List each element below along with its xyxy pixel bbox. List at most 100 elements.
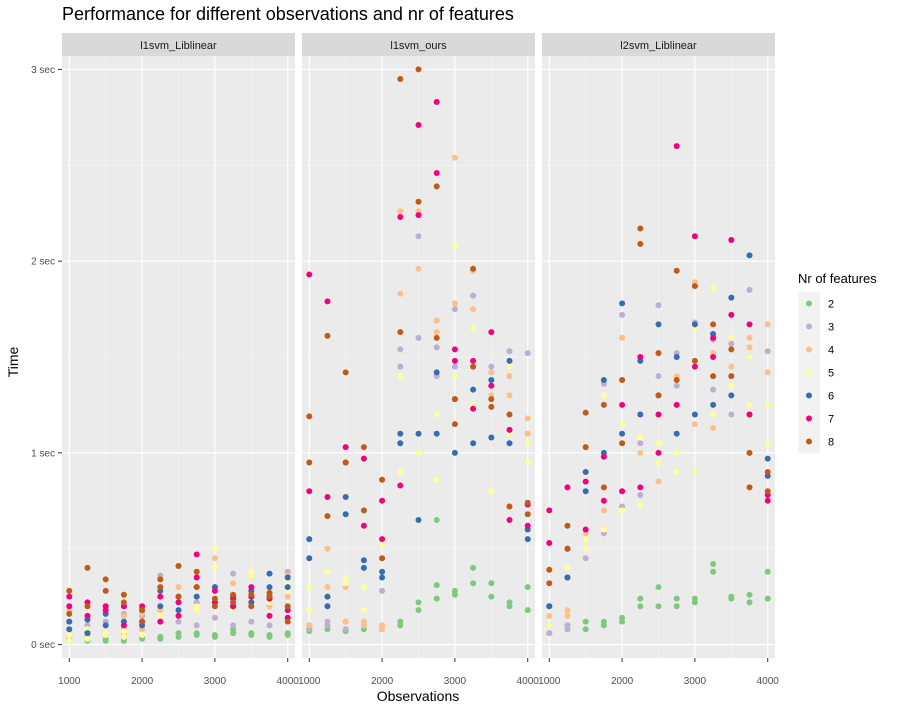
data-point-6-features	[433, 369, 440, 376]
data-point-3-features	[248, 618, 255, 625]
data-point-4-features	[546, 612, 553, 619]
data-point-7-features	[546, 507, 553, 514]
data-point-5-features	[211, 545, 218, 552]
data-point-4-features	[506, 392, 513, 399]
data-point-6-features	[415, 516, 422, 523]
data-point-6-features	[764, 455, 771, 462]
y-axis-title: Time	[5, 346, 21, 377]
data-point-4-features	[564, 607, 571, 614]
data-point-2-features	[673, 603, 680, 610]
data-point-3-features	[415, 233, 422, 240]
data-point-5-features	[360, 607, 367, 614]
data-point-3-features	[506, 348, 513, 355]
data-point-6-features	[193, 593, 200, 600]
data-point-5-features	[360, 584, 367, 591]
data-point-5-features	[619, 421, 626, 428]
data-point-8-features	[102, 576, 109, 583]
legend-label: 4	[828, 345, 834, 357]
data-point-5-features	[506, 363, 513, 370]
data-point-5-features	[342, 580, 349, 587]
data-point-4-features	[433, 317, 440, 324]
data-point-2-features	[746, 599, 753, 606]
data-point-8-features	[266, 589, 273, 596]
data-point-8-features	[546, 580, 553, 587]
data-point-4-features	[637, 449, 644, 456]
data-point-5-features	[248, 574, 255, 581]
data-point-5-features	[524, 459, 531, 466]
data-point-7-features	[710, 354, 717, 360]
data-point-6-features	[306, 536, 313, 543]
data-point-8-features	[360, 444, 367, 451]
data-point-5-features	[673, 469, 680, 476]
data-point-5-features	[488, 488, 495, 495]
data-point-8-features	[451, 396, 458, 403]
data-point-3-features	[764, 348, 771, 355]
data-point-3-features	[746, 286, 753, 293]
data-point-8-features	[324, 513, 331, 520]
data-point-6-features	[728, 392, 735, 399]
data-point-4-features	[451, 300, 458, 307]
data-point-3-features	[710, 386, 717, 393]
data-point-5-features	[546, 622, 553, 629]
data-point-3-features	[728, 411, 735, 418]
x-tick-label: 1000	[58, 676, 81, 687]
data-point-5-features	[582, 536, 589, 543]
data-point-8-features	[102, 587, 109, 594]
data-point-4-features	[619, 334, 626, 341]
data-point-7-features	[506, 426, 513, 433]
data-point-8-features	[306, 413, 313, 420]
data-point-5-features	[157, 612, 164, 619]
data-point-7-features	[582, 526, 589, 533]
data-point-7-features	[397, 482, 404, 489]
data-point-8-features	[728, 346, 735, 353]
data-point-2-features	[655, 603, 662, 610]
data-point-5-features	[746, 354, 753, 360]
data-point-7-features	[248, 584, 255, 591]
data-point-8-features	[564, 522, 571, 529]
data-point-7-features	[324, 493, 331, 500]
data-point-2-features	[691, 595, 698, 602]
data-point-8-features	[66, 610, 73, 617]
data-point-6-features	[691, 321, 698, 328]
data-point-8-features	[284, 603, 291, 610]
data-point-8-features	[582, 444, 589, 451]
data-point-2-features	[433, 595, 440, 602]
facet-panel-l1svm_ours: l1svm_ours 1000 2000 3000 4000	[298, 33, 539, 687]
data-point-7-features	[306, 488, 313, 495]
data-point-7-features	[451, 357, 458, 364]
data-point-6-features	[324, 603, 331, 610]
legend-key-symbol	[806, 438, 812, 445]
data-point-2-features	[637, 603, 644, 610]
data-point-5-features	[433, 476, 440, 483]
data-point-4-features	[506, 373, 513, 380]
data-point-7-features	[433, 99, 440, 106]
data-point-6-features	[157, 603, 164, 610]
facet-strip	[542, 33, 775, 56]
data-point-6-features	[433, 430, 440, 437]
y-tick-label: 2 sec	[31, 257, 55, 268]
data-point-2-features	[506, 599, 513, 606]
data-point-4-features	[284, 593, 291, 600]
x-tick-label: 2000	[371, 676, 394, 687]
data-point-8-features	[582, 409, 589, 416]
data-point-2-features	[415, 607, 422, 614]
legend-key-symbol	[806, 300, 812, 307]
legend-label: 8	[828, 437, 834, 449]
data-point-6-features	[415, 430, 422, 437]
data-point-5-features	[139, 631, 146, 638]
chart-title: Performance for different observations a…	[62, 4, 514, 24]
data-point-5-features	[728, 334, 735, 341]
data-point-2-features	[470, 580, 477, 587]
data-point-2-features	[433, 582, 440, 589]
data-point-8-features	[546, 566, 553, 573]
data-point-8-features	[211, 595, 218, 602]
data-point-5-features	[66, 631, 73, 638]
data-point-5-features	[324, 568, 331, 575]
data-point-5-features	[691, 469, 698, 476]
data-point-8-features	[230, 591, 237, 598]
data-point-5-features	[397, 373, 404, 380]
data-point-6-features	[102, 622, 109, 629]
data-point-2-features	[175, 630, 182, 637]
data-point-8-features	[193, 568, 200, 575]
data-point-2-features	[673, 595, 680, 602]
